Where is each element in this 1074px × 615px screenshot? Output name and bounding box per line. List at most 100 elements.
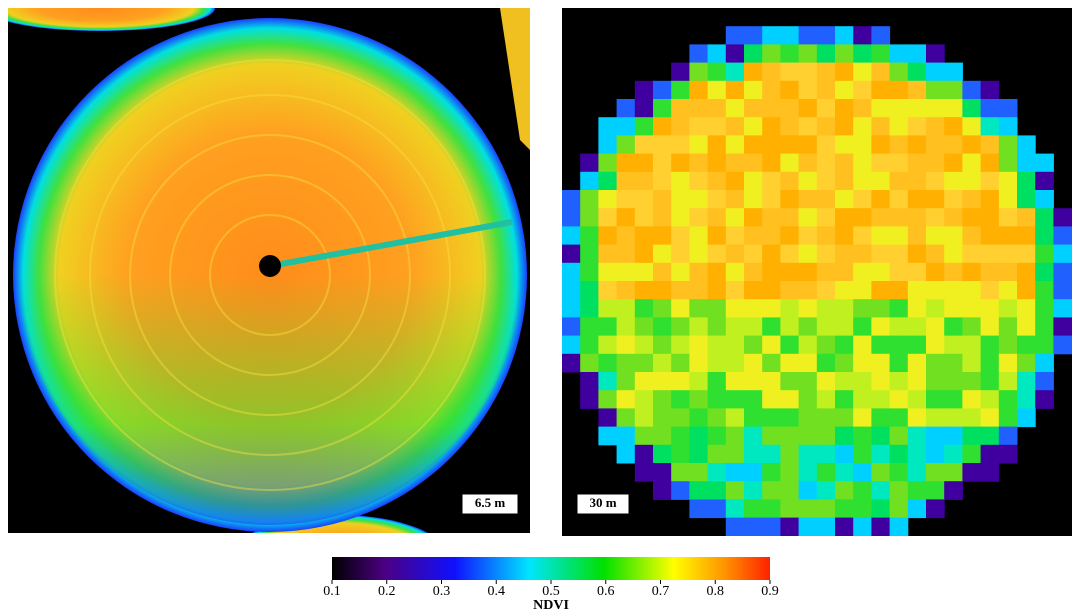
pixel [635, 317, 654, 336]
pixel [708, 117, 727, 136]
pixel [853, 427, 872, 446]
pixel [1017, 299, 1036, 318]
pixel [762, 445, 781, 464]
pixel [671, 299, 690, 318]
pixel [635, 354, 654, 373]
pixel [981, 117, 1000, 136]
pixel [726, 336, 745, 355]
pixel [635, 190, 654, 209]
pixel [580, 299, 599, 318]
pixel [671, 427, 690, 446]
pixel [817, 354, 836, 373]
pixel [1035, 390, 1054, 409]
pixel [635, 245, 654, 264]
pixel [780, 99, 799, 118]
pixel [617, 427, 636, 446]
pixel [762, 81, 781, 100]
pixel [853, 445, 872, 464]
pixel [999, 281, 1018, 300]
pixel [944, 172, 963, 191]
pixel [944, 317, 963, 336]
pixel [708, 208, 727, 227]
pixel [726, 99, 745, 118]
pixel [780, 499, 799, 518]
scale-label: 30 m [589, 495, 616, 510]
pixel [890, 44, 909, 63]
pixel [744, 226, 763, 245]
pixel [671, 372, 690, 391]
pixel [762, 172, 781, 191]
pixel [926, 281, 945, 300]
pixel [981, 172, 1000, 191]
pixel [890, 354, 909, 373]
pixel [853, 518, 872, 537]
pixel [1017, 408, 1036, 427]
pixel [799, 481, 818, 500]
pixel [817, 226, 836, 245]
pixel [580, 336, 599, 355]
pixel [617, 408, 636, 427]
pixel [708, 81, 727, 100]
pixel [981, 226, 1000, 245]
pixel [962, 117, 981, 136]
pixel [890, 408, 909, 427]
pixel [944, 336, 963, 355]
pixel [871, 99, 890, 118]
pixel [962, 463, 981, 482]
pixel [689, 81, 708, 100]
pixel [890, 499, 909, 518]
pixel [835, 44, 854, 63]
pixel [799, 44, 818, 63]
pixel [871, 281, 890, 300]
pixel [689, 372, 708, 391]
pixel [871, 499, 890, 518]
pixel [981, 245, 1000, 264]
pixel [617, 317, 636, 336]
pixel [762, 208, 781, 227]
pixel [671, 99, 690, 118]
pixel [689, 208, 708, 227]
pixel [890, 463, 909, 482]
pixel [835, 135, 854, 154]
pixel [871, 390, 890, 409]
pixel [799, 390, 818, 409]
pixel [762, 354, 781, 373]
pixel [871, 263, 890, 282]
pixel [799, 317, 818, 336]
pixel [799, 26, 818, 45]
pixel [635, 135, 654, 154]
pixel [708, 317, 727, 336]
pixel [835, 63, 854, 82]
pixel [944, 354, 963, 373]
pixel [780, 336, 799, 355]
pixel [944, 245, 963, 264]
pixel [780, 463, 799, 482]
pixel [835, 263, 854, 282]
pixel [817, 481, 836, 500]
pixel [999, 135, 1018, 154]
pixel [671, 226, 690, 245]
pixel [853, 299, 872, 318]
pixel [853, 499, 872, 518]
scale-label: 6.5 m [475, 495, 506, 510]
pixel [671, 172, 690, 191]
pixel [1017, 172, 1036, 191]
pixel [926, 336, 945, 355]
pixel [853, 372, 872, 391]
pixel [617, 226, 636, 245]
pixel [744, 135, 763, 154]
pixel [762, 281, 781, 300]
pixel [762, 26, 781, 45]
pixel [598, 263, 617, 282]
pixel [744, 154, 763, 173]
pixel [817, 281, 836, 300]
pixel [981, 281, 1000, 300]
pixel [1017, 354, 1036, 373]
pixel [817, 99, 836, 118]
pixel [981, 463, 1000, 482]
pixel [562, 263, 581, 282]
pixel [762, 226, 781, 245]
pixel [871, 463, 890, 482]
pixel [926, 190, 945, 209]
pixel [871, 226, 890, 245]
